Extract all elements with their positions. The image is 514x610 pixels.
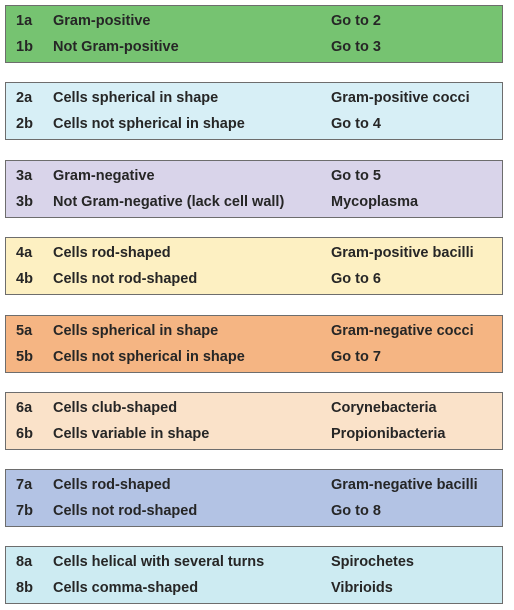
step-description: Cells rod-shaped	[53, 245, 171, 261]
step-code: 1a	[16, 13, 33, 29]
key-step-4: 4a Cells rod-shaped Gram-positive bacill…	[5, 237, 503, 295]
step-result: Go to 3	[331, 39, 381, 55]
step-result: Go to 2	[331, 13, 381, 29]
step-result: Mycoplasma	[331, 194, 419, 210]
step-description: Cells spherical in shape	[53, 90, 219, 106]
step-description: Cells club-shaped	[53, 400, 178, 416]
step-code: 3b	[16, 194, 33, 210]
key-step-2: 2a Cells spherical in shape Gram-positiv…	[5, 82, 503, 140]
key-row: 8b Cells comma-shaped Vibrioids	[6, 575, 502, 601]
step-result: Corynebacteria	[331, 400, 437, 416]
step-code: 6b	[16, 426, 33, 442]
step-result: Go to 7	[331, 349, 381, 365]
key-row: 7a Cells rod-shaped Gram-negative bacill…	[6, 472, 502, 498]
key-row: 1b Not Gram-positive Go to 3	[6, 34, 502, 60]
key-row: 5b Cells not spherical in shape Go to 7	[6, 344, 502, 370]
step-description: Cells not rod-shaped	[53, 503, 198, 519]
key-step-7: 7a Cells rod-shaped Gram-negative bacill…	[5, 469, 503, 527]
step-code: 4a	[16, 245, 33, 261]
key-step-1: 1a Gram-positive Go to 2 1b Not Gram-pos…	[5, 5, 503, 63]
key-row: 2b Cells not spherical in shape Go to 4	[6, 111, 502, 137]
step-result: Go to 5	[331, 168, 381, 184]
step-result: Vibrioids	[331, 580, 393, 596]
step-code: 7a	[16, 477, 33, 493]
step-code: 1b	[16, 39, 33, 55]
step-description: Not Gram-positive	[53, 39, 179, 55]
step-description: Gram-negative	[53, 168, 155, 184]
step-result: Gram-positive bacilli	[331, 245, 474, 261]
step-result: Gram-negative cocci	[331, 323, 474, 339]
key-row: 1a Gram-positive Go to 2	[6, 8, 502, 34]
key-row: 6b Cells variable in shape Propionibacte…	[6, 421, 502, 447]
step-code: 8a	[16, 554, 33, 570]
key-step-5: 5a Cells spherical in shape Gram-negativ…	[5, 315, 503, 373]
step-result: Gram-positive cocci	[331, 90, 470, 106]
key-step-3: 3a Gram-negative Go to 5 3b Not Gram-neg…	[5, 160, 503, 218]
step-code: 3a	[16, 168, 33, 184]
step-description: Cells variable in shape	[53, 426, 210, 442]
key-row: 5a Cells spherical in shape Gram-negativ…	[6, 318, 502, 344]
key-step-6: 6a Cells club-shaped Corynebacteria 6b C…	[5, 392, 503, 450]
key-row: 7b Cells not rod-shaped Go to 8	[6, 498, 502, 524]
step-code: 4b	[16, 271, 33, 287]
step-code: 5a	[16, 323, 33, 339]
key-row: 4a Cells rod-shaped Gram-positive bacill…	[6, 240, 502, 266]
key-row: 3b Not Gram-negative (lack cell wall) My…	[6, 189, 502, 215]
key-row: 8a Cells helical with several turns Spir…	[6, 549, 502, 575]
step-result: Go to 4	[331, 116, 381, 132]
step-code: 7b	[16, 503, 33, 519]
step-result: Gram-negative bacilli	[331, 477, 478, 493]
step-description: Gram-positive	[53, 13, 151, 29]
step-description: Cells not rod-shaped	[53, 271, 198, 287]
key-row: 2a Cells spherical in shape Gram-positiv…	[6, 85, 502, 111]
key-row: 4b Cells not rod-shaped Go to 6	[6, 266, 502, 292]
step-description: Cells not spherical in shape	[53, 116, 245, 132]
step-description: Cells not spherical in shape	[53, 349, 245, 365]
step-result: Spirochetes	[331, 554, 414, 570]
key-step-8: 8a Cells helical with several turns Spir…	[5, 546, 503, 604]
step-result: Go to 8	[331, 503, 381, 519]
step-code: 8b	[16, 580, 33, 596]
step-result: Go to 6	[331, 271, 381, 287]
step-code: 2a	[16, 90, 33, 106]
key-row: 3a Gram-negative Go to 5	[6, 163, 502, 189]
step-description: Cells spherical in shape	[53, 323, 219, 339]
step-description: Not Gram-negative (lack cell wall)	[53, 194, 285, 210]
key-row: 6a Cells club-shaped Corynebacteria	[6, 395, 502, 421]
step-code: 5b	[16, 349, 33, 365]
step-result: Propionibacteria	[331, 426, 446, 442]
step-code: 2b	[16, 116, 33, 132]
step-description: Cells comma-shaped	[53, 580, 199, 596]
step-description: Cells helical with several turns	[53, 554, 265, 570]
step-code: 6a	[16, 400, 33, 416]
step-description: Cells rod-shaped	[53, 477, 171, 493]
